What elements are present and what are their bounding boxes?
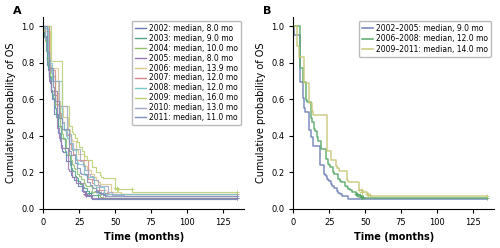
X-axis label: Time (months): Time (months) <box>104 232 184 243</box>
Text: B: B <box>263 5 272 16</box>
Legend: 2002: median, 8.0 mo, 2003: median, 9.0 mo, 2004: median, 10.0 mo, 2005: median,: 2002: median, 8.0 mo, 2003: median, 9.0 … <box>132 21 240 125</box>
X-axis label: Time (months): Time (months) <box>354 232 434 243</box>
Y-axis label: Cumulative probability of OS: Cumulative probability of OS <box>6 43 16 183</box>
Text: A: A <box>13 5 22 16</box>
Y-axis label: Cumulative probability of OS: Cumulative probability of OS <box>256 43 266 183</box>
Legend: 2002–2005: median, 9.0 mo, 2006–2008: median, 12.0 mo, 2009–2011: median, 14.0 m: 2002–2005: median, 9.0 mo, 2006–2008: me… <box>359 21 490 57</box>
